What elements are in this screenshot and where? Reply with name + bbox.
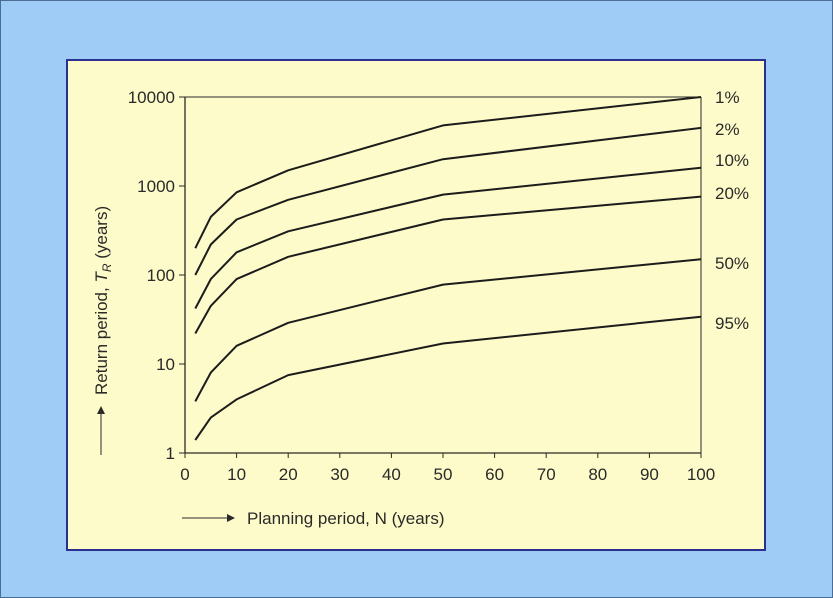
x-tick-label: 100 bbox=[687, 465, 715, 484]
axes bbox=[184, 96, 702, 454]
x-tick-label: 50 bbox=[434, 465, 453, 484]
x-tick-label: 80 bbox=[588, 465, 607, 484]
series-line-2pct bbox=[194, 126, 702, 276]
series-label: 50% bbox=[715, 254, 749, 273]
y-axis-label: Return period, TR (years) bbox=[92, 206, 114, 395]
y-tick-label: 10 bbox=[156, 355, 175, 374]
y-arrow-head bbox=[97, 406, 105, 414]
series-line-50pct bbox=[194, 258, 702, 402]
series-lines bbox=[194, 96, 702, 441]
series-line-95pct bbox=[194, 315, 702, 441]
series-line-20pct bbox=[194, 195, 702, 334]
series-line-10pct bbox=[194, 166, 702, 309]
x-tick-label: 40 bbox=[382, 465, 401, 484]
series-label: 10% bbox=[715, 151, 749, 170]
x-tick-label: 20 bbox=[279, 465, 298, 484]
series-label: 20% bbox=[715, 184, 749, 203]
series-line-1pct bbox=[194, 96, 702, 249]
series-label: 1% bbox=[715, 88, 740, 107]
x-tick-label: 70 bbox=[537, 465, 556, 484]
series-label: 95% bbox=[715, 314, 749, 333]
x-axis-label-group: Planning period, N (years) bbox=[182, 509, 444, 528]
x-tick-label: 30 bbox=[330, 465, 349, 484]
y-tick-label: 1000 bbox=[137, 177, 175, 196]
y-tick-label: 100 bbox=[147, 266, 175, 285]
chart-panel bbox=[66, 59, 766, 551]
x-tick-label: 0 bbox=[180, 465, 189, 484]
x-arrow-head bbox=[227, 514, 235, 522]
series-label: 2% bbox=[715, 120, 740, 139]
x-tick-label: 90 bbox=[640, 465, 659, 484]
series-labels: 1% 2% 10% 20% 50% 95% bbox=[715, 88, 749, 333]
x-tick-label: 10 bbox=[227, 465, 246, 484]
x-tick-label: 60 bbox=[485, 465, 504, 484]
y-tick-label: 10000 bbox=[128, 88, 175, 107]
x-axis-label: Planning period, N (years) bbox=[247, 509, 444, 528]
y-axis-label-group: Return period, TR (years) bbox=[92, 206, 114, 455]
y-tick-label: 1 bbox=[166, 444, 175, 463]
